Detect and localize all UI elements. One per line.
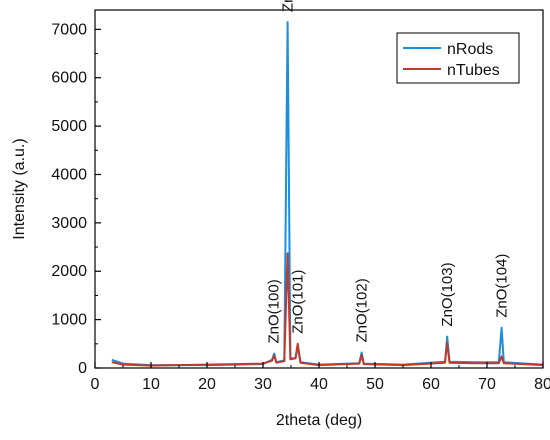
x-tick-label: 60 <box>422 376 440 393</box>
y-tick-label: 7000 <box>51 21 87 38</box>
legend-box <box>396 32 520 84</box>
x-tick-label: 30 <box>254 376 272 393</box>
series-line-ntubes <box>111 252 544 367</box>
peak-label: ZnO(101) <box>290 270 307 334</box>
y-tick-label: 3000 <box>51 215 87 232</box>
peak-label: ZnO(102) <box>354 278 371 342</box>
peak-label: ZnO(103) <box>439 262 456 326</box>
y-tick-label: 5000 <box>51 118 87 135</box>
x-tick-label: 80 <box>534 376 550 393</box>
series-layer <box>111 21 544 367</box>
peak-label: ZnO(100) <box>266 279 283 343</box>
legend: nRods nTubes <box>396 32 520 84</box>
axes-layer: 0 10 20 30 40 50 60 70 80 0 1000 2000 3000 4000 5000 60… <box>51 9 550 393</box>
peak-label: ZnO(002) <box>280 0 297 12</box>
peak-label: ZnO(104) <box>494 254 511 318</box>
x-tick-label: 20 <box>198 376 216 393</box>
y-tick-label: 0 <box>78 360 87 377</box>
x-tick-label: 0 <box>91 376 100 393</box>
y-tick-label: 1000 <box>51 312 87 329</box>
y-tick-label: 6000 <box>51 70 87 87</box>
y-tick-label: 2000 <box>51 263 87 280</box>
x-tick-label: 10 <box>142 376 160 393</box>
legend-label-ntubes: nTubes <box>447 62 500 79</box>
y-axis-label: Intensity (a.u.) <box>11 138 28 239</box>
x-tick-label: 50 <box>366 376 384 393</box>
legend-label-nrods: nRods <box>447 41 493 58</box>
x-tick-label: 40 <box>310 376 328 393</box>
y-tick-label: 4000 <box>51 166 87 183</box>
annotation-layer: ZnO(002) ZnO(100) ZnO(101) ZnO(102) ZnO(103)… <box>266 0 511 344</box>
x-tick-label: 70 <box>478 376 496 393</box>
x-axis-label: 2theta (deg) <box>276 412 362 429</box>
